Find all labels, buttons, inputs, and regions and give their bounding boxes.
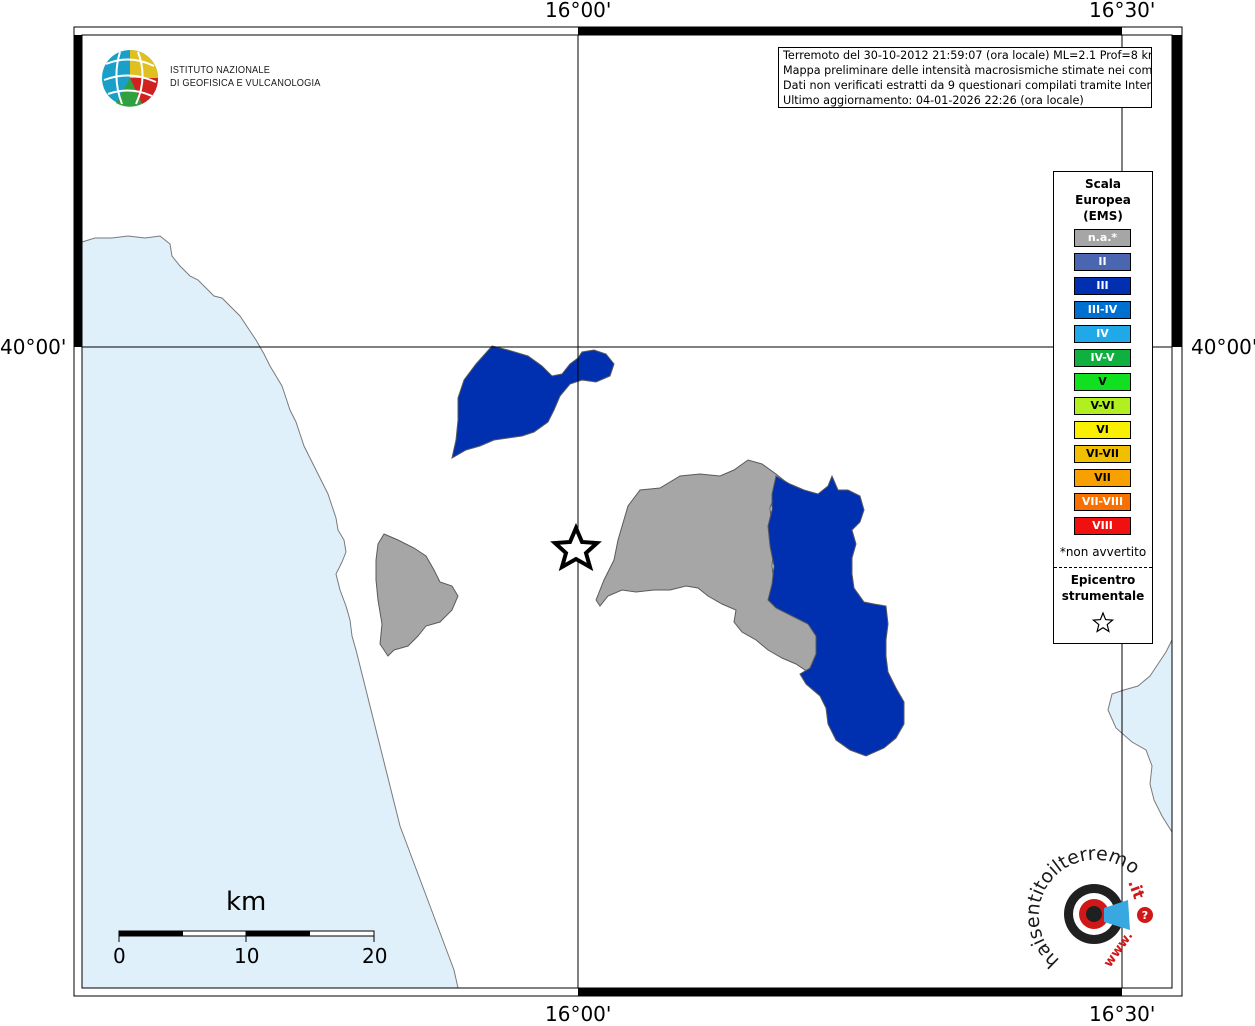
institution-name-line1: ISTITUTO NAZIONALE <box>170 64 271 76</box>
frame-segment-top <box>578 27 1122 35</box>
legend-item-vi-vii: VI-VII <box>1074 445 1131 463</box>
scale-label-10: 10 <box>234 944 260 968</box>
ems-legend: Scala Europea (EMS) n.a.* II III III-IV IV IV… <box>1053 171 1153 644</box>
scale-bar-title: km <box>226 887 267 917</box>
event-info-line2: Mappa preliminare delle intensità macros… <box>783 64 1152 77</box>
legend-title-line1: Scala <box>1084 177 1122 191</box>
legend-epicenter-label: Epicentro strumentale <box>1054 572 1152 604</box>
top-lon-label-16-30: 16°30' <box>1089 0 1156 22</box>
scale-bar <box>118 930 375 942</box>
legend-title: Scala Europea (EMS) <box>1054 176 1152 224</box>
legend-title-line3: (EMS) <box>1083 209 1123 223</box>
legend-note: *non avvertito <box>1059 545 1147 559</box>
legend-item-iv: IV <box>1074 325 1131 343</box>
legend-epicenter-line2: strumentale <box>1061 589 1145 603</box>
legend-item-iv-v: IV-V <box>1074 349 1131 367</box>
legend-item-vi: VI <box>1074 421 1131 439</box>
event-info-box: Terremoto del 30-10-2012 21:59:07 (ora l… <box>778 47 1152 108</box>
legend-epicenter-line1: Epicentro <box>1070 573 1136 587</box>
scale-label-20: 20 <box>362 944 388 968</box>
bottom-lon-label-16-30: 16°30' <box>1089 1002 1156 1026</box>
right-lat-label-40-00: 40°00' <box>1191 335 1255 359</box>
frame-segment-right <box>1172 35 1182 347</box>
top-lon-label-16-00: 16°00' <box>545 0 612 22</box>
legend-item-iii: III <box>1074 277 1131 295</box>
legend-title-line2: Europea <box>1075 193 1131 207</box>
event-info-line1: Terremoto del 30-10-2012 21:59:07 (ora l… <box>783 49 1152 62</box>
sea-east <box>1107 639 1173 834</box>
bottom-lon-label-16-00: 16°00' <box>545 1002 612 1026</box>
legend-star-icon <box>1091 611 1115 633</box>
scale-label-0: 0 <box>113 944 126 968</box>
legend-item-vii: VII <box>1074 469 1131 487</box>
institution-name-line2: DI GEOFISICA E VULCANOLOGIA <box>170 77 321 89</box>
legend-item-ii: II <box>1074 253 1131 271</box>
left-lat-label-40-00: 40°00' <box>0 335 67 359</box>
intensity-iii-area-north <box>451 345 615 459</box>
event-info-line4: Ultimo aggiornamento: 04-01-2026 22:26 (… <box>783 94 1084 107</box>
intensity-iii-area-east <box>767 474 905 757</box>
legend-item-viii: VIII <box>1074 517 1131 535</box>
frame-segment-left <box>74 35 82 347</box>
legend-separator <box>1054 567 1152 568</box>
epicenter-star-icon <box>550 522 602 572</box>
legend-item-v-vi: V-VI <box>1074 397 1131 415</box>
haisentito-logo-icon: ? <box>1064 884 1153 944</box>
ingv-logo-icon <box>102 50 159 107</box>
frame-segment-bottom <box>578 988 1122 996</box>
legend-item-n-a: n.a.* <box>1074 229 1131 247</box>
sea-west <box>81 235 459 989</box>
legend-item-v: V <box>1074 373 1131 391</box>
event-info-line3: Dati non verificati estratti da 9 questi… <box>783 79 1152 92</box>
institution-name: ISTITUTO NAZIONALE DI GEOFISICA E VULCAN… <box>170 64 321 90</box>
legend-item-vii-viii: VII-VIII <box>1074 493 1131 511</box>
not-felt-area-west <box>375 533 459 657</box>
svg-text:?: ? <box>1142 909 1148 922</box>
legend-item-iii-iv: III-IV <box>1074 301 1131 319</box>
